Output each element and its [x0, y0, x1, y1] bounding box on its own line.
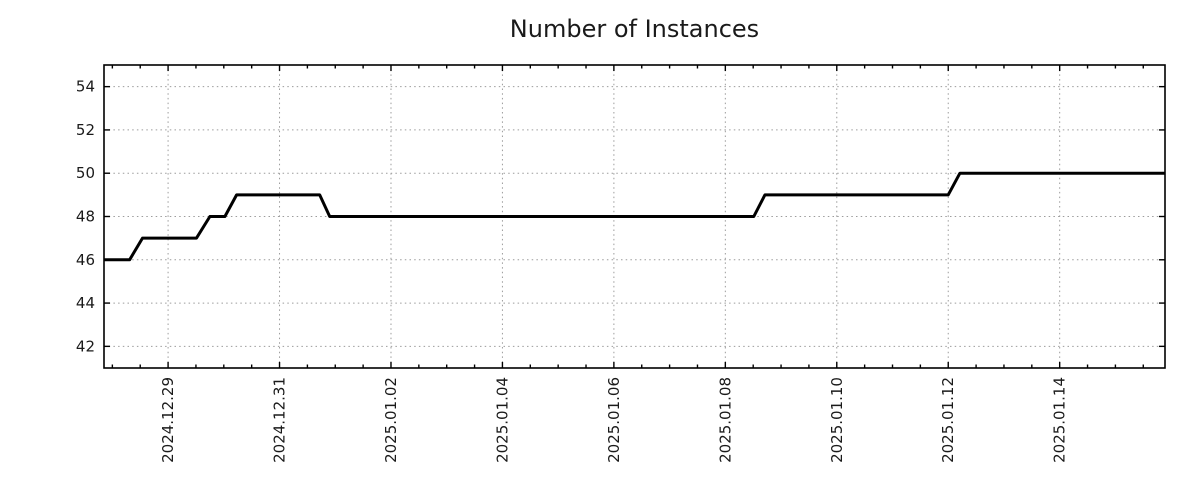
x-tick-label: 2025.01.14	[1051, 377, 1069, 463]
y-tick-label: 48	[76, 208, 95, 226]
y-tick-label: 50	[76, 164, 95, 182]
x-tick-label: 2024.12.31	[271, 377, 289, 463]
y-tick-label: 54	[76, 78, 95, 96]
y-tick-label: 52	[76, 121, 95, 139]
x-tick-label: 2025.01.10	[828, 377, 846, 463]
x-tick-label: 2024.12.29	[159, 377, 177, 463]
plot-border	[103, 64, 1166, 369]
x-tick-label: 2025.01.06	[605, 377, 623, 463]
x-tick-label: 2025.01.12	[939, 377, 957, 463]
x-tick-label: 2025.01.02	[382, 377, 400, 463]
series-line-number-of-instances	[104, 171, 1165, 262]
y-tick-label: 46	[76, 251, 95, 269]
x-tick-label: 2025.01.08	[716, 377, 734, 463]
chart-title: Number of Instances	[509, 15, 760, 43]
y-tick-label: 44	[76, 294, 95, 312]
y-tick-label: 42	[76, 337, 95, 355]
x-tick-label: 2025.01.04	[493, 377, 511, 463]
